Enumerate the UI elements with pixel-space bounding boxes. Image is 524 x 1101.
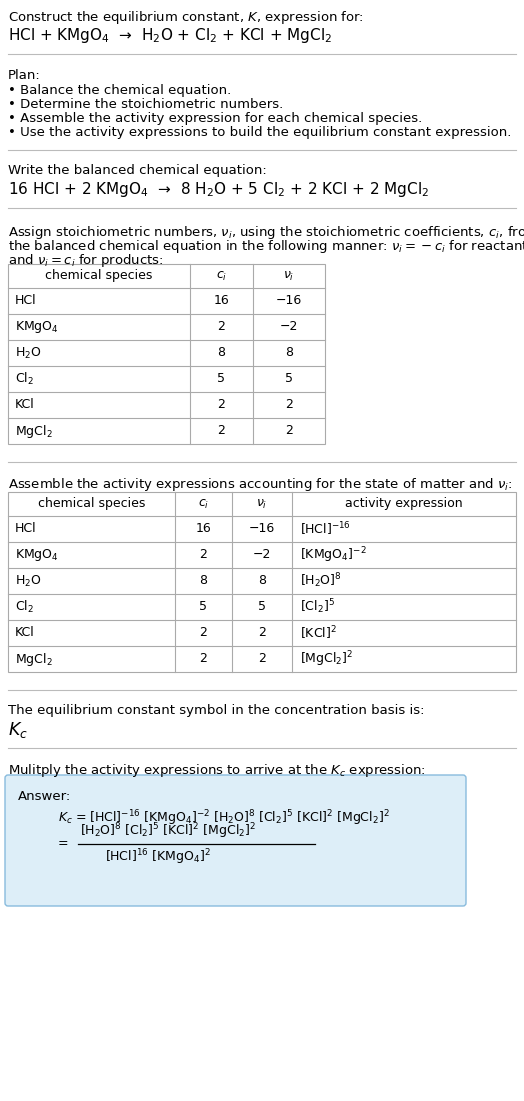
Text: [HCl]$^{16}$ [KMgO$_4$]$^2$: [HCl]$^{16}$ [KMgO$_4$]$^2$ xyxy=(105,847,211,866)
Text: −16: −16 xyxy=(249,523,275,535)
Text: [KCl]$^2$: [KCl]$^2$ xyxy=(300,624,337,642)
Text: Assign stoichiometric numbers, $\nu_i$, using the stoichiometric coefficients, $: Assign stoichiometric numbers, $\nu_i$, … xyxy=(8,224,524,241)
Text: HCl: HCl xyxy=(15,294,37,307)
Text: [HCl]$^{-16}$: [HCl]$^{-16}$ xyxy=(300,521,351,537)
Text: 5: 5 xyxy=(200,600,208,613)
Text: 2: 2 xyxy=(285,399,293,412)
Text: • Determine the stoichiometric numbers.: • Determine the stoichiometric numbers. xyxy=(8,98,283,111)
Text: MgCl$_2$: MgCl$_2$ xyxy=(15,651,52,667)
Text: [H$_2$O]$^8$ [Cl$_2$]$^5$ [KCl]$^2$ [MgCl$_2$]$^2$: [H$_2$O]$^8$ [Cl$_2$]$^5$ [KCl]$^2$ [MgC… xyxy=(80,821,256,841)
Text: 2: 2 xyxy=(200,626,208,640)
Text: • Assemble the activity expression for each chemical species.: • Assemble the activity expression for e… xyxy=(8,112,422,126)
Text: 8: 8 xyxy=(200,575,208,588)
Text: [MgCl$_2$]$^2$: [MgCl$_2$]$^2$ xyxy=(300,650,354,668)
Text: 2: 2 xyxy=(217,399,225,412)
Text: and $\nu_i = c_i$ for products:: and $\nu_i = c_i$ for products: xyxy=(8,252,163,269)
Text: HCl + KMgO$_4$  →  H$_2$O + Cl$_2$ + KCl + MgCl$_2$: HCl + KMgO$_4$ → H$_2$O + Cl$_2$ + KCl +… xyxy=(8,26,332,45)
Text: 8: 8 xyxy=(217,347,225,360)
Text: −2: −2 xyxy=(253,548,271,562)
Text: $K_c$ = [HCl]$^{-16}$ [KMgO$_4$]$^{-2}$ [H$_2$O]$^8$ [Cl$_2$]$^5$ [KCl]$^2$ [MgC: $K_c$ = [HCl]$^{-16}$ [KMgO$_4$]$^{-2}$ … xyxy=(58,808,390,828)
Text: KMgO$_4$: KMgO$_4$ xyxy=(15,319,59,335)
Text: 16 HCl + 2 KMgO$_4$  →  8 H$_2$O + 5 Cl$_2$ + 2 KCl + 2 MgCl$_2$: 16 HCl + 2 KMgO$_4$ → 8 H$_2$O + 5 Cl$_2… xyxy=(8,179,429,199)
Text: Mulitply the activity expressions to arrive at the $K_c$ expression:: Mulitply the activity expressions to arr… xyxy=(8,762,426,780)
Text: Plan:: Plan: xyxy=(8,69,41,81)
Text: KCl: KCl xyxy=(15,399,35,412)
Text: $\nu_i$: $\nu_i$ xyxy=(256,498,268,511)
Text: 16: 16 xyxy=(195,523,211,535)
Text: KMgO$_4$: KMgO$_4$ xyxy=(15,547,59,563)
Text: $\nu_i$: $\nu_i$ xyxy=(283,270,294,283)
Bar xyxy=(8,492,516,672)
Text: The equilibrium constant symbol in the concentration basis is:: The equilibrium constant symbol in the c… xyxy=(8,704,424,717)
Text: 5: 5 xyxy=(285,372,293,385)
Text: chemical species: chemical species xyxy=(38,498,145,511)
Text: −16: −16 xyxy=(276,294,302,307)
Text: 8: 8 xyxy=(285,347,293,360)
Text: • Balance the chemical equation.: • Balance the chemical equation. xyxy=(8,84,231,97)
FancyBboxPatch shape xyxy=(5,775,466,906)
Text: Cl$_2$: Cl$_2$ xyxy=(15,599,34,615)
Text: H$_2$O: H$_2$O xyxy=(15,346,41,360)
Text: $c_i$: $c_i$ xyxy=(216,270,227,283)
Text: [Cl$_2$]$^5$: [Cl$_2$]$^5$ xyxy=(300,598,335,617)
Text: Construct the equilibrium constant, $K$, expression for:: Construct the equilibrium constant, $K$,… xyxy=(8,9,364,26)
Text: 2: 2 xyxy=(258,653,266,665)
Text: $c_i$: $c_i$ xyxy=(198,498,209,511)
Text: Assemble the activity expressions accounting for the state of matter and $\nu_i$: Assemble the activity expressions accoun… xyxy=(8,476,512,493)
Text: 16: 16 xyxy=(214,294,230,307)
Text: MgCl$_2$: MgCl$_2$ xyxy=(15,423,52,439)
Text: Write the balanced chemical equation:: Write the balanced chemical equation: xyxy=(8,164,267,177)
Text: activity expression: activity expression xyxy=(345,498,463,511)
Text: KCl: KCl xyxy=(15,626,35,640)
Text: 5: 5 xyxy=(217,372,225,385)
Text: chemical species: chemical species xyxy=(45,270,152,283)
Text: 2: 2 xyxy=(217,320,225,334)
Text: −2: −2 xyxy=(280,320,298,334)
Text: Cl$_2$: Cl$_2$ xyxy=(15,371,34,388)
Text: Answer:: Answer: xyxy=(18,791,71,803)
Text: the balanced chemical equation in the following manner: $\nu_i = -c_i$ for react: the balanced chemical equation in the fo… xyxy=(8,238,524,255)
Text: H$_2$O: H$_2$O xyxy=(15,574,41,589)
Text: 2: 2 xyxy=(200,548,208,562)
Text: [H$_2$O]$^8$: [H$_2$O]$^8$ xyxy=(300,571,342,590)
Text: $K_c$: $K_c$ xyxy=(8,720,28,740)
Bar xyxy=(8,264,325,444)
Text: 2: 2 xyxy=(258,626,266,640)
Text: • Use the activity expressions to build the equilibrium constant expression.: • Use the activity expressions to build … xyxy=(8,126,511,139)
Text: 5: 5 xyxy=(258,600,266,613)
Text: 2: 2 xyxy=(200,653,208,665)
Text: =: = xyxy=(58,838,69,850)
Text: 8: 8 xyxy=(258,575,266,588)
Text: 2: 2 xyxy=(217,425,225,437)
Text: [KMgO$_4$]$^{-2}$: [KMgO$_4$]$^{-2}$ xyxy=(300,545,367,565)
Text: HCl: HCl xyxy=(15,523,37,535)
Text: 2: 2 xyxy=(285,425,293,437)
